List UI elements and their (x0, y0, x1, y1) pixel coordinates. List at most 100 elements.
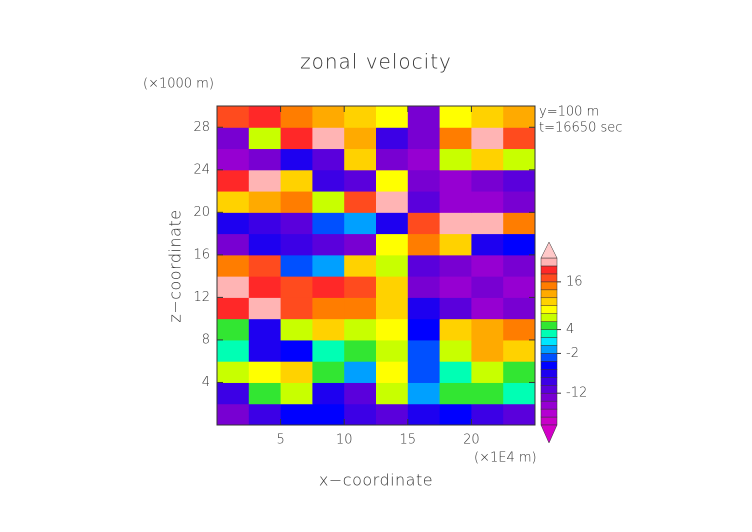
contour-cell (217, 318, 250, 341)
x-tick-label: 5 (276, 433, 284, 448)
contour-cell (280, 339, 313, 362)
contour-cell (280, 403, 313, 426)
contour-cell (376, 339, 409, 362)
colorbar-band (540, 392, 558, 402)
contour-cell (407, 276, 441, 298)
colorbar-tick-label: -2 (566, 346, 579, 361)
contour-cell (312, 191, 345, 213)
contour-cell (503, 318, 536, 341)
contour-cell (376, 297, 409, 320)
contour-cell (312, 318, 345, 341)
colorbar-band (540, 353, 558, 362)
contour-cell (471, 254, 504, 277)
plot-frame (216, 105, 536, 426)
contour-cell (312, 361, 345, 383)
contour-cell (280, 191, 313, 213)
contour-cell (376, 106, 409, 128)
contour-cell (376, 233, 409, 256)
contour-cell (217, 148, 250, 171)
contour-cell (503, 148, 536, 171)
x-unit: (×1E4 m) (474, 451, 537, 466)
contour-cell (376, 276, 409, 298)
contour-cell (217, 382, 250, 405)
contour-cell (248, 361, 282, 383)
y-tick-label: 8 (202, 332, 210, 347)
colorbar-band (540, 345, 558, 354)
contour-cell (217, 361, 250, 383)
contour-cell (439, 233, 472, 256)
contour-cell (439, 382, 472, 405)
contour-cell (280, 212, 313, 235)
colorbar-band (540, 305, 558, 314)
colorbar-extend-low (540, 424, 558, 444)
contour-cell (217, 403, 250, 426)
contour-cell (344, 382, 377, 405)
contour-cell (439, 191, 472, 213)
contour-cell (217, 339, 250, 362)
contour-cell (312, 297, 345, 320)
y-tick-label: 20 (193, 205, 210, 220)
contour-cell (503, 191, 536, 213)
contour-cell (376, 191, 409, 213)
contour-cell (312, 339, 345, 362)
contour-cell (217, 212, 250, 235)
contour-cell (344, 212, 377, 235)
contour-cell (407, 169, 441, 192)
colorbar-band (540, 369, 558, 378)
contour-cell (439, 403, 472, 426)
contour-cell (344, 191, 377, 213)
colorbar-band (540, 384, 558, 394)
y-axis-label: z−coordinate (166, 209, 185, 322)
contour-cell (217, 254, 250, 277)
y-tick-label: 28 (193, 120, 210, 135)
contour-cell (471, 382, 504, 405)
contour-cell (471, 276, 504, 298)
contour-cell (376, 127, 409, 150)
contour-cell (248, 318, 282, 341)
contour-cell (503, 233, 536, 256)
colorbar-tick-label: 16 (566, 274, 583, 289)
contour-cell (407, 318, 441, 341)
contour-cell (471, 212, 504, 235)
contour-cell (407, 254, 441, 277)
contour-cell (248, 212, 282, 235)
contour-cell (248, 339, 282, 362)
contour-cell (248, 403, 282, 426)
contour-cell (471, 361, 504, 383)
contour-cell (439, 254, 472, 277)
contour-cell (280, 148, 313, 171)
y-tick-label: 12 (193, 290, 210, 305)
contour-cell (280, 254, 313, 277)
y-tick-label: 16 (193, 247, 210, 262)
colorbar-band (540, 289, 558, 299)
contour-cell (471, 297, 504, 320)
contour-cell (344, 169, 377, 192)
contour-cell (248, 276, 282, 298)
contour-cell (217, 191, 250, 213)
contour-cell (439, 297, 472, 320)
contour-cell (344, 403, 377, 426)
colorbar-band (540, 329, 558, 338)
contour-cell (280, 318, 313, 341)
contour-cell (280, 106, 313, 128)
contour-cell (248, 297, 282, 320)
contour-cell (407, 382, 441, 405)
contour-cell (376, 212, 409, 235)
contour-cell (344, 297, 377, 320)
contour-cell (439, 106, 472, 128)
contour-cell (217, 276, 250, 298)
colorbar-band (540, 297, 558, 306)
colorbar-band (540, 361, 558, 370)
contour-cell (376, 318, 409, 341)
contour-cell (376, 169, 409, 192)
contour-cell (248, 382, 282, 405)
contour-cell (471, 106, 504, 128)
contour-cell (217, 127, 250, 150)
contour-cell (248, 127, 282, 150)
colorbar-band (540, 281, 558, 291)
y-tick-label: 24 (193, 162, 210, 177)
annotation: y=100 m (539, 105, 599, 120)
contour-cell (407, 361, 441, 383)
contour-cell (503, 169, 536, 192)
